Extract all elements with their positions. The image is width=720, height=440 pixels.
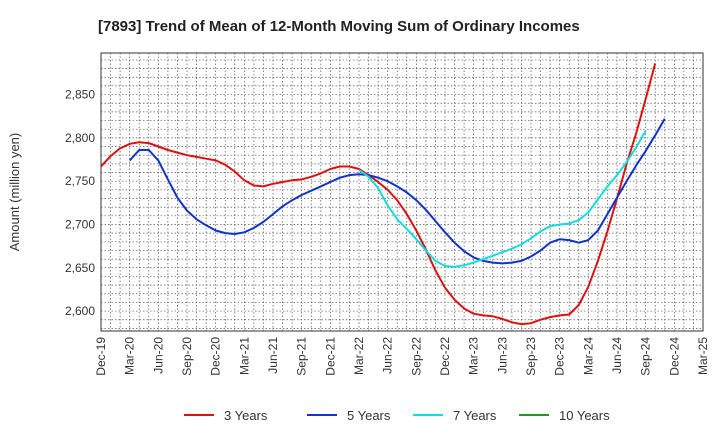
- y-tick-label: 2,750: [65, 174, 95, 188]
- x-axis-ticks: Dec-19 Mar-20 Jun-20 Sep-20 Dec-20 Mar-21 Jun-…: [94, 337, 710, 376]
- y-axis-label: Amount (million yen): [7, 133, 22, 252]
- x-tick-label: Sep-21: [295, 337, 309, 376]
- x-tick-label: Sep-20: [180, 337, 194, 376]
- x-tick-label: Mar-23: [467, 337, 481, 375]
- legend: 3 Years 5 Years 7 Years 10 Years: [184, 408, 610, 423]
- x-tick-label: Jun-22: [381, 337, 395, 374]
- x-tick-label: Mar-21: [237, 337, 251, 375]
- x-tick-label: Mar-25: [696, 337, 710, 375]
- x-tick-label: Dec-19: [94, 337, 108, 376]
- legend-label: 5 Years: [347, 408, 391, 423]
- x-tick-label: Sep-22: [409, 337, 423, 376]
- legend-label: 3 Years: [224, 408, 268, 423]
- x-tick-label: Dec-23: [553, 337, 567, 376]
- x-tick-label: Dec-20: [209, 337, 223, 376]
- y-tick-label: 2,700: [65, 217, 95, 231]
- x-tick-label: Dec-21: [323, 337, 337, 376]
- x-tick-label: Sep-24: [639, 337, 653, 376]
- x-tick-label: Jun-21: [266, 337, 280, 374]
- series-line-5-years: [128, 118, 666, 265]
- legend-label: 7 Years: [453, 408, 497, 423]
- y-axis-ticks: 2,600 2,650 2,700 2,750 2,800 2,850: [65, 88, 95, 319]
- chart-title: [7893] Trend of Mean of 12-Month Moving …: [98, 18, 580, 35]
- x-tick-label: Jun-24: [610, 337, 624, 374]
- series-lines: [100, 63, 666, 326]
- x-tick-label: Mar-20: [123, 337, 137, 375]
- x-tick-label: Dec-22: [438, 337, 452, 376]
- y-tick-label: 2,650: [65, 261, 95, 275]
- legend-label: 10 Years: [559, 408, 610, 423]
- x-tick-label: Dec-24: [667, 337, 681, 376]
- y-tick-label: 2,600: [65, 304, 95, 318]
- x-tick-label: Mar-22: [352, 337, 366, 375]
- y-tick-label: 2,850: [65, 88, 95, 102]
- x-tick-label: Jun-20: [151, 337, 165, 374]
- x-tick-label: Sep-23: [524, 337, 538, 376]
- x-tick-label: Jun-23: [495, 337, 509, 374]
- series-line-7-years: [358, 130, 647, 268]
- y-tick-label: 2,800: [65, 131, 95, 145]
- x-tick-label: Mar-24: [581, 337, 595, 375]
- series-line-3-years: [100, 63, 657, 326]
- grid-lines: [101, 53, 703, 331]
